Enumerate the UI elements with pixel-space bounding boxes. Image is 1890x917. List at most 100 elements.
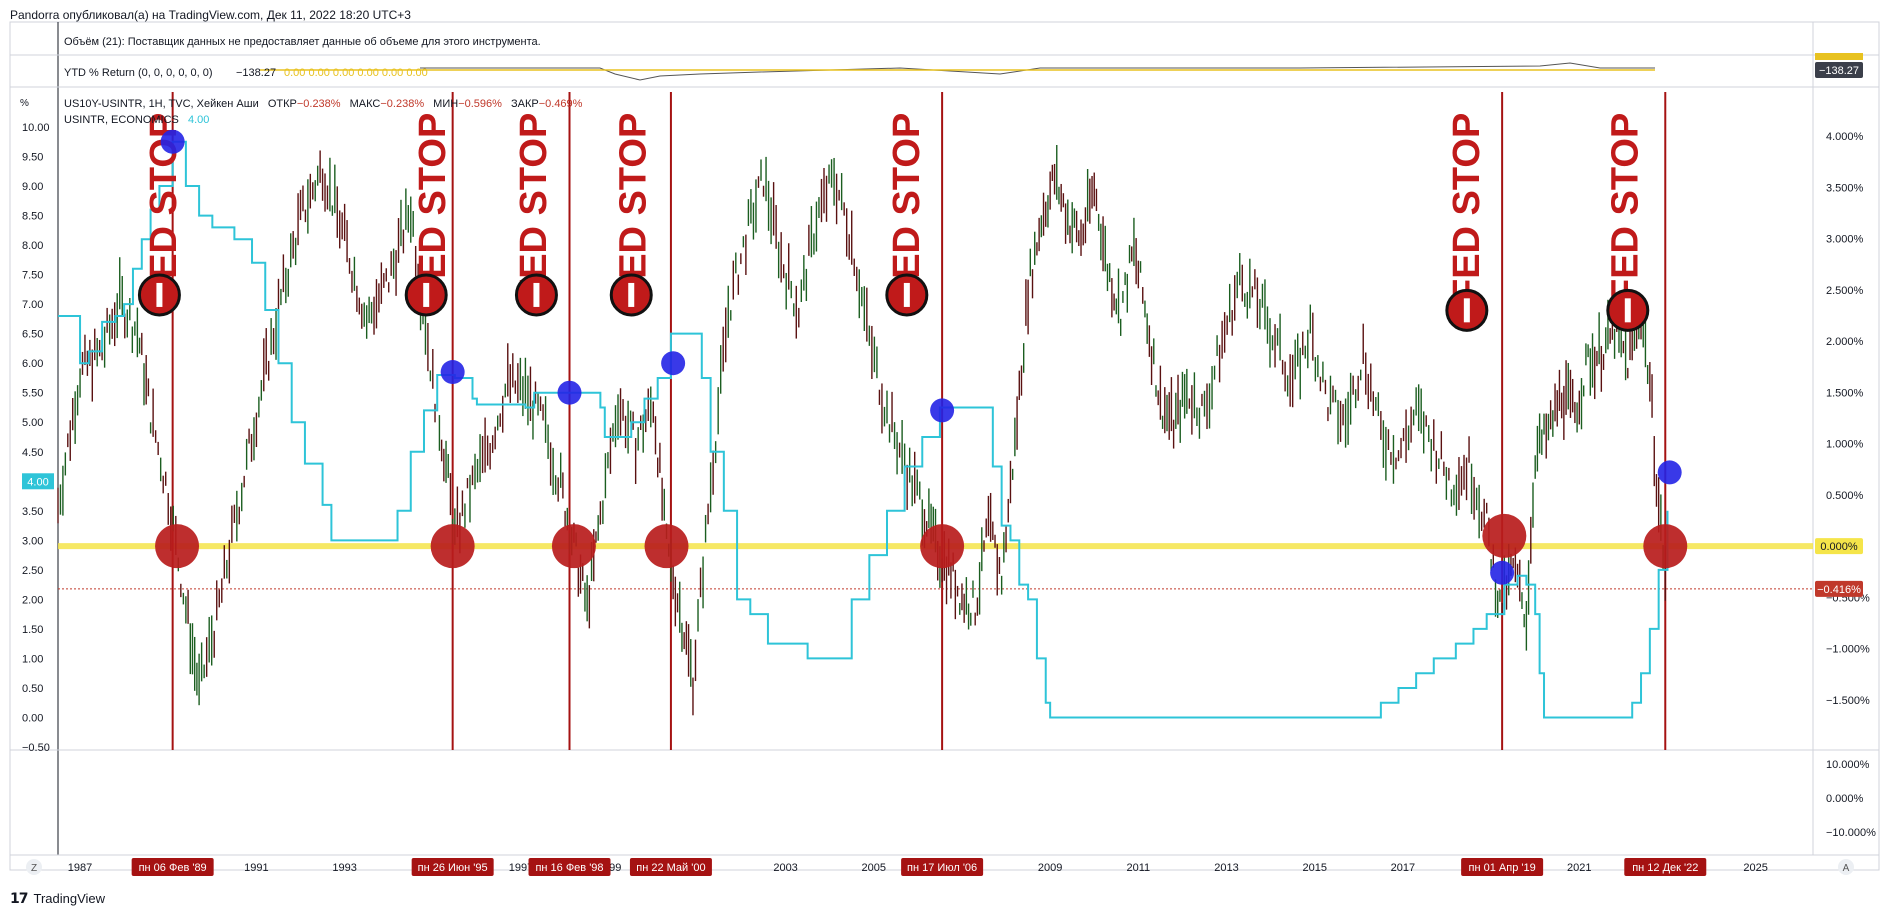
time-axis-tick: 2003: [773, 862, 797, 874]
left-axis-tick: 7.50: [22, 270, 43, 282]
svg-text:Z: Z: [31, 863, 37, 874]
fed-stop-date-label: пн 26 Июн '95: [418, 862, 488, 874]
ytd-line: [420, 62, 1655, 81]
chart-frame: [9, 21, 1880, 871]
left-axis-current-badge-text: 4.00: [27, 476, 48, 488]
red-dot: [920, 524, 965, 569]
tradingview-logo-icon: 𝟭𝟳: [10, 890, 29, 906]
fed-stop-date-label: пн 22 Май '00: [636, 862, 705, 874]
legend-low-value: −0.596%: [458, 98, 502, 110]
fed-stop-date-badge: [629, 858, 712, 876]
ytd-yellow-badge: [1815, 53, 1863, 60]
fed-stop-lines: [171, 92, 1667, 750]
time-axis-tick: 1991: [244, 862, 268, 874]
legend-line2: USINTR, ECONOMICS 4.00: [64, 114, 209, 126]
blue-dot: [557, 380, 582, 405]
ytd-badge-text: −138.27: [1819, 65, 1859, 77]
right-axis-tick: 1.500%: [1826, 387, 1864, 399]
right-percent-axis[interactable]: 4.000% 3.500% 3.000% 2.500% 2.000% 1.500% 1.00…: [1815, 131, 1870, 707]
right-axis-tick: 3.000%: [1826, 234, 1864, 246]
right-axis-current-badge-text: −0.416%: [1817, 584, 1861, 596]
legend-line2-value: 4.00: [188, 114, 209, 126]
ytd-value: −138.27: [236, 67, 276, 79]
red-dot: [1482, 513, 1527, 558]
left-axis-tick: 0.50: [22, 683, 43, 695]
tradingview-brand: TradingView: [33, 891, 106, 906]
legend-open-value: −0.238%: [297, 98, 341, 110]
time-axis[interactable]: 1987199119931997199920032005200920112013…: [68, 858, 1768, 876]
left-price-axis[interactable]: % 10.00 9.50 9.00 8.50 8.00 7.50 7.00 6.50 6.00 5.…: [20, 98, 54, 754]
ytd-pane: YTD % Return (0, 0, 0, 0, 0, 0) −138.27 …: [64, 53, 1863, 81]
blue-dot: [440, 360, 465, 385]
fed-stop-ring-bar: [533, 282, 540, 307]
left-axis-tick: 5.50: [22, 388, 43, 400]
right-axis-tick: 3.500%: [1826, 182, 1864, 194]
legend: US10Y-USINTR, 1H, TVC, Хейкен Аши ОТКР−0…: [64, 98, 583, 126]
time-axis-tick: 2017: [1391, 862, 1415, 874]
lower-axis-tick: 10.000%: [1826, 759, 1870, 771]
legend-high-value: −0.238%: [380, 98, 424, 110]
fed-stop-ring-bar: [1463, 298, 1470, 323]
volume-pane-text: Объём (21): Поставщик данных не предоста…: [64, 36, 541, 48]
usintr-line: [58, 140, 1669, 719]
fed-stop-date-label: пн 12 Дек '22: [1632, 862, 1698, 874]
time-axis-tick: 2013: [1214, 862, 1238, 874]
left-axis-tick: 9.50: [22, 152, 43, 164]
time-axis-tick: 2015: [1302, 862, 1326, 874]
legend-line1: US10Y-USINTR, 1H, TVC, Хейкен Аши ОТКР−0…: [64, 98, 583, 110]
ytd-badge: [1815, 62, 1863, 78]
red-dot: [155, 524, 200, 569]
blue-dot: [930, 398, 955, 423]
fed-stop-date-label: пн 16 Фев '98: [535, 862, 603, 874]
time-axis-tick: 1987: [68, 862, 92, 874]
red-dot: [551, 524, 596, 569]
time-axis-tick: 1993: [332, 862, 356, 874]
right-axis-zero-badge: [1815, 538, 1863, 555]
left-axis-tick: 8.00: [22, 240, 43, 252]
right-axis-tick: 1.000%: [1826, 439, 1864, 451]
time-axis-tick: 2021: [1567, 862, 1591, 874]
red-dot: [644, 524, 689, 569]
time-axis-tick: 2011: [1127, 862, 1151, 874]
fed-stop-date-label: пн 17 Июл '06: [907, 862, 977, 874]
left-axis-tick: 2.00: [22, 594, 43, 606]
lower-axis-tick: −10.000%: [1826, 827, 1876, 839]
auto-scale-button[interactable]: Z: [26, 859, 42, 875]
fed-stop-text: FED STOP: [612, 113, 654, 302]
left-axis-tick: 3.50: [22, 506, 43, 518]
fed-stop-text: FED STOP: [513, 113, 555, 302]
blue-dot: [1490, 560, 1515, 585]
right-axis-tick: −1.500%: [1826, 695, 1870, 707]
left-axis-tick: 0.00: [22, 712, 43, 724]
time-axis-tick: 2009: [1038, 862, 1062, 874]
red-dot: [430, 524, 475, 569]
left-axis-current-badge: [22, 473, 54, 490]
left-axis-tick: 9.00: [22, 181, 43, 193]
fed-stop-ring-bar: [628, 282, 635, 307]
fed-stop-date-label: пн 01 Апр '19: [1469, 862, 1536, 874]
left-axis-tick: 10.00: [22, 122, 50, 134]
right-axis-tick: 4.000%: [1826, 131, 1864, 143]
left-axis-tick: 7.00: [22, 299, 43, 311]
right-axis-tick: 2.000%: [1826, 336, 1864, 348]
fed-stop-date-badge: [411, 858, 494, 876]
legend-high-label: МАКС: [350, 98, 381, 110]
left-axis-tick: 1.00: [22, 653, 43, 665]
time-axis-tick: 2025: [1743, 862, 1767, 874]
left-axis-tick: 2.50: [22, 565, 43, 577]
left-axis-tick: 6.00: [22, 358, 43, 370]
auto-button[interactable]: A: [1838, 859, 1854, 875]
fed-stop-ring-bar: [1624, 298, 1631, 323]
lower-pane-axis[interactable]: 10.000% 0.000% −10.000%: [1826, 759, 1876, 839]
fed-stop-ring-bar: [156, 282, 163, 307]
fed-stop-date-label: пн 06 Фев '89: [139, 862, 207, 874]
fed-stop-ring-bar: [423, 282, 430, 307]
legend-line2-symbol: USINTR, ECONOMICS: [64, 114, 179, 126]
left-axis-tick: 4.50: [22, 447, 43, 459]
right-axis-tick: 2.500%: [1826, 285, 1864, 297]
tradingview-footer: 𝟭𝟳 TradingView: [10, 890, 105, 907]
right-axis-current-badge: [1815, 580, 1863, 597]
published-header: Pandorra опубликовал(а) на TradingView.c…: [10, 8, 411, 22]
heikin-ashi-series: [57, 144, 1666, 716]
